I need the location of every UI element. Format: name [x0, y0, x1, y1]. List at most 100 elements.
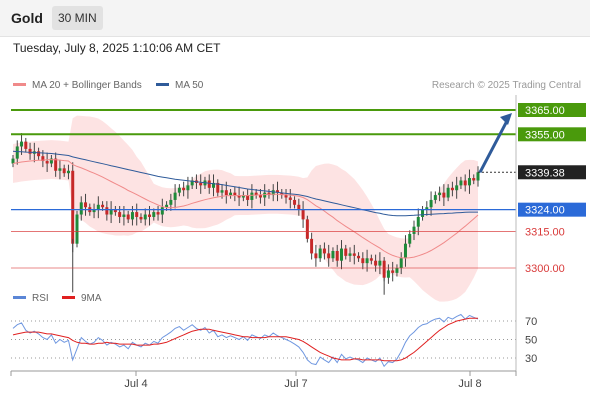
last-price-box — [518, 165, 586, 180]
candles — [11, 133, 480, 295]
timeframe-button[interactable]: 30 MIN — [52, 6, 103, 30]
candle — [241, 195, 245, 198]
top-bar: Gold 30 MIN — [0, 0, 590, 37]
candle — [271, 190, 275, 196]
candle — [438, 192, 442, 196]
candle — [54, 158, 58, 171]
candle — [476, 172, 480, 181]
candle — [207, 180, 211, 188]
candle — [352, 253, 356, 256]
candle — [322, 248, 326, 254]
candle — [118, 212, 122, 217]
candle — [301, 209, 305, 220]
candle — [280, 192, 284, 196]
candle — [421, 209, 425, 217]
ma50-line — [12, 150, 478, 217]
candle — [314, 253, 318, 259]
candle — [455, 185, 459, 191]
target-level-box — [518, 127, 586, 142]
candle — [122, 214, 126, 217]
candle — [143, 214, 147, 220]
candle — [139, 216, 143, 220]
rsi-ma-line — [12, 317, 478, 362]
candle — [101, 204, 105, 208]
legend-rsi-ma-label: 9MA — [81, 293, 102, 304]
level-label: 3339.38 — [525, 167, 565, 179]
candle — [459, 180, 463, 186]
forecast-arrow-head-icon — [500, 113, 512, 125]
ma20-swatch-icon — [13, 82, 26, 86]
candle — [369, 258, 373, 261]
x-axis-label: Jul 4 — [124, 378, 147, 390]
bollinger-band — [13, 115, 478, 302]
rsi-swatch-icon — [13, 295, 26, 299]
candle — [416, 216, 420, 227]
candle — [472, 178, 476, 181]
credit-text: Research © 2025 Trading Central — [431, 80, 581, 91]
candle — [173, 192, 177, 200]
candle — [399, 258, 403, 268]
candle — [20, 141, 24, 147]
candle — [169, 199, 173, 205]
candle — [246, 195, 250, 200]
candle — [212, 182, 216, 188]
candle — [297, 204, 301, 210]
candle — [199, 182, 203, 186]
candle — [237, 195, 241, 198]
candle — [254, 192, 258, 196]
candle — [135, 212, 139, 217]
legend-ma20: MA 20 + Bollinger Bands — [13, 80, 142, 91]
candle — [391, 270, 395, 273]
pivot-level-box — [518, 202, 586, 217]
rsi-tick-label: 30 — [525, 353, 537, 365]
x-axis-label: Jul 8 — [458, 378, 481, 390]
candle — [361, 258, 365, 264]
rsi-tick-label: 50 — [525, 335, 537, 347]
candle — [156, 212, 160, 215]
candle — [113, 209, 117, 213]
candle — [126, 214, 130, 220]
candle — [310, 238, 314, 254]
forecast-arrow — [478, 118, 510, 173]
legend-rsi-ma: 9MA — [62, 293, 102, 304]
candle — [348, 253, 352, 256]
legend-rsi-label: RSI — [32, 293, 49, 304]
candle — [395, 268, 399, 273]
candle — [233, 192, 237, 196]
target-level-box — [518, 103, 586, 117]
candle — [216, 182, 220, 193]
candle — [24, 141, 28, 149]
candle — [62, 168, 66, 174]
candle — [220, 190, 224, 193]
candle — [190, 180, 194, 186]
candle — [374, 260, 378, 266]
legend-rsi: RSI — [13, 293, 49, 304]
candle — [318, 248, 322, 259]
candle — [442, 192, 446, 198]
candle — [275, 190, 279, 193]
candle — [109, 209, 113, 215]
candle — [152, 212, 156, 217]
candle — [412, 226, 416, 234]
candle — [49, 158, 53, 164]
candle — [331, 250, 335, 259]
candle — [250, 192, 254, 200]
candle — [66, 170, 70, 174]
candle — [284, 195, 288, 198]
legend-ma20-label: MA 20 + Bollinger Bands — [32, 80, 142, 91]
candle — [37, 151, 41, 157]
candle — [160, 207, 164, 215]
level-label: 3300.00 — [525, 263, 565, 275]
candle — [182, 187, 186, 191]
candle — [165, 204, 169, 208]
candle — [365, 258, 369, 264]
legend-ma50-label: MA 50 — [175, 80, 204, 91]
candle — [177, 187, 181, 193]
candle — [446, 187, 450, 198]
candle — [425, 207, 429, 210]
x-axis-label: Jul 7 — [284, 378, 307, 390]
candle — [75, 214, 79, 244]
candle — [429, 199, 433, 208]
level-label: 3365.00 — [525, 105, 565, 117]
candle — [15, 146, 19, 159]
